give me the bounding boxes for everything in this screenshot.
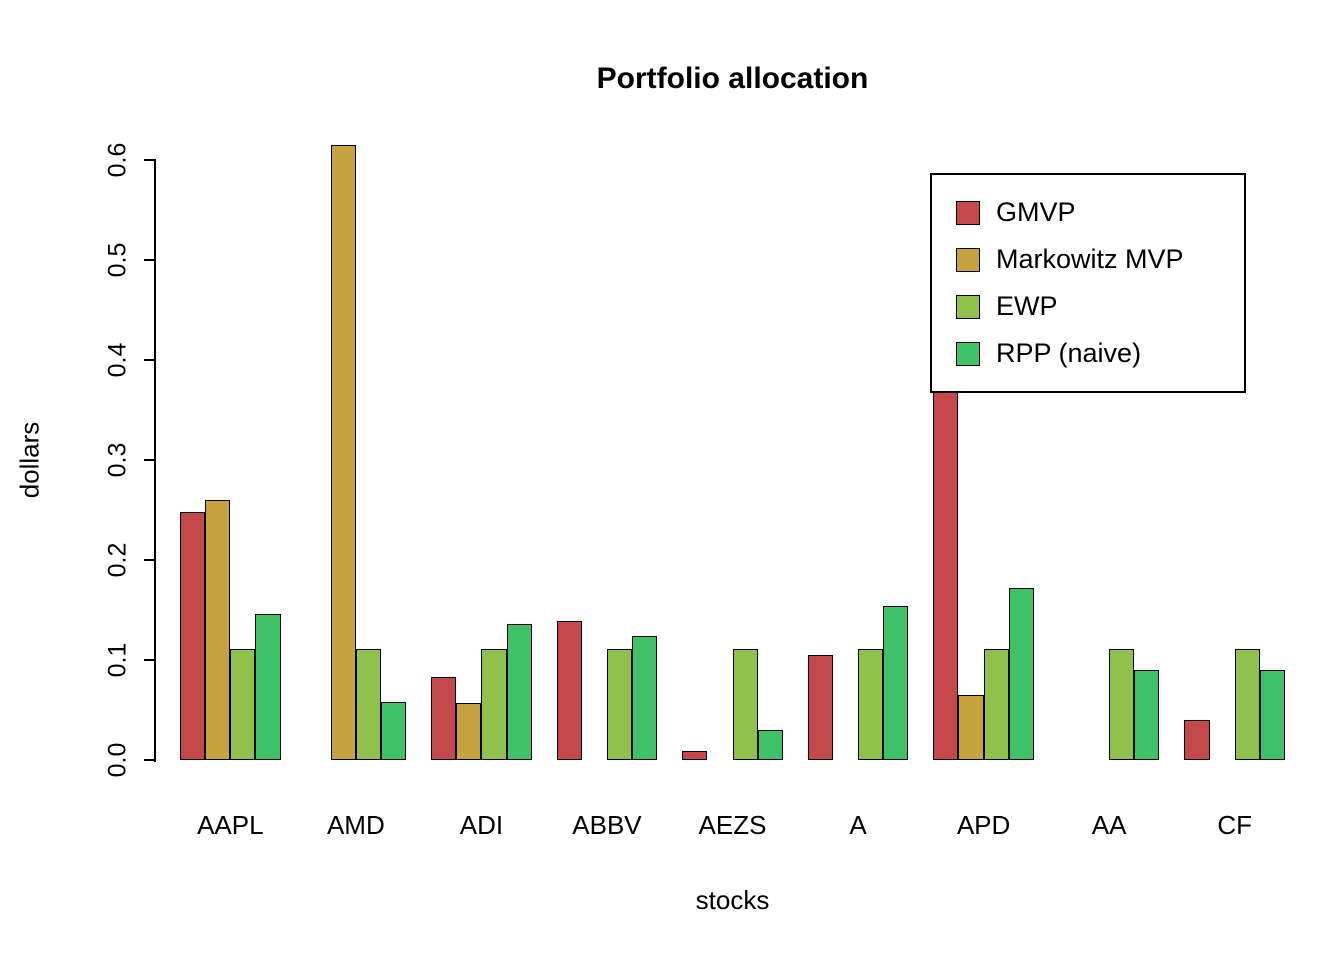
y-tick-label: 0.2: [103, 542, 132, 578]
bar: [1259, 670, 1285, 760]
bar: [606, 649, 633, 760]
bar: [807, 655, 833, 760]
legend-swatch: [956, 294, 980, 319]
bar: [682, 751, 708, 760]
y-tick-label: 0.0: [103, 742, 132, 778]
bar: [883, 606, 909, 760]
y-tick-label: 0.1: [103, 642, 132, 678]
legend-item: EWP: [956, 291, 1244, 322]
x-tick-label: AMD: [326, 810, 385, 840]
legend-label: GMVP: [996, 197, 1076, 227]
bar: [556, 621, 582, 760]
x-tick-label: AEZS: [698, 810, 767, 840]
bar: [632, 636, 658, 760]
y-tick: [144, 259, 154, 261]
bar: [1109, 649, 1135, 760]
bar: [180, 512, 206, 760]
bar: [431, 677, 457, 760]
bar: [230, 649, 256, 760]
legend-item: Markowitz MVP: [956, 244, 1244, 275]
y-tick: [144, 459, 154, 461]
legend-label: Markowitz MVP: [996, 244, 1184, 274]
bar: [958, 695, 984, 760]
bar: [732, 649, 758, 760]
x-tick-label: CF: [1217, 810, 1253, 840]
bar: [858, 649, 884, 760]
bar: [355, 649, 381, 760]
x-tick-label: APD: [956, 810, 1011, 840]
y-tick-label: 0.5: [103, 242, 132, 278]
x-tick-label: A: [849, 810, 867, 840]
y-tick: [144, 559, 154, 561]
y-tick-label: 0.4: [103, 342, 132, 378]
y-tick: [144, 359, 154, 361]
bar: [1134, 670, 1160, 760]
bar: [255, 614, 281, 760]
bar: [1234, 649, 1260, 760]
y-tick: [144, 159, 154, 161]
bar: [933, 385, 959, 760]
legend-label: EWP: [996, 291, 1058, 321]
bar: [1184, 720, 1210, 760]
y-tick: [144, 759, 154, 761]
legend-label: RPP (naive): [996, 338, 1142, 368]
legend-swatch: [956, 247, 980, 272]
legend-item: RPP (naive): [956, 338, 1244, 369]
x-tick-label: ABBV: [572, 810, 642, 840]
y-tick: [144, 659, 154, 661]
y-axis-label: dollars: [14, 421, 45, 499]
legend-swatch: [956, 200, 980, 225]
chart-title: Portfolio allocation: [596, 62, 869, 95]
bar: [330, 145, 356, 760]
x-axis-label: stocks: [695, 885, 770, 915]
legend-item: GMVP: [956, 197, 1244, 228]
bar: [380, 702, 407, 760]
x-tick-label: AA: [1091, 810, 1127, 840]
bar: [506, 624, 532, 760]
bar: [456, 703, 482, 760]
legend: GMVP Markowitz MVP EWP RPP (naive): [930, 173, 1246, 393]
bar: [1008, 588, 1034, 760]
y-tick-label: 0.3: [103, 442, 132, 478]
bar: [205, 500, 231, 760]
y-axis-line: [154, 159, 156, 762]
y-tick-label: 0.6: [103, 142, 132, 178]
x-tick-label: ADI: [459, 810, 504, 840]
bar: [481, 649, 507, 760]
bar: [983, 649, 1009, 760]
legend-swatch: [956, 341, 980, 366]
plot-area: [155, 0, 1310, 960]
bar: [757, 730, 783, 760]
x-tick-label: AAPL: [197, 810, 264, 840]
